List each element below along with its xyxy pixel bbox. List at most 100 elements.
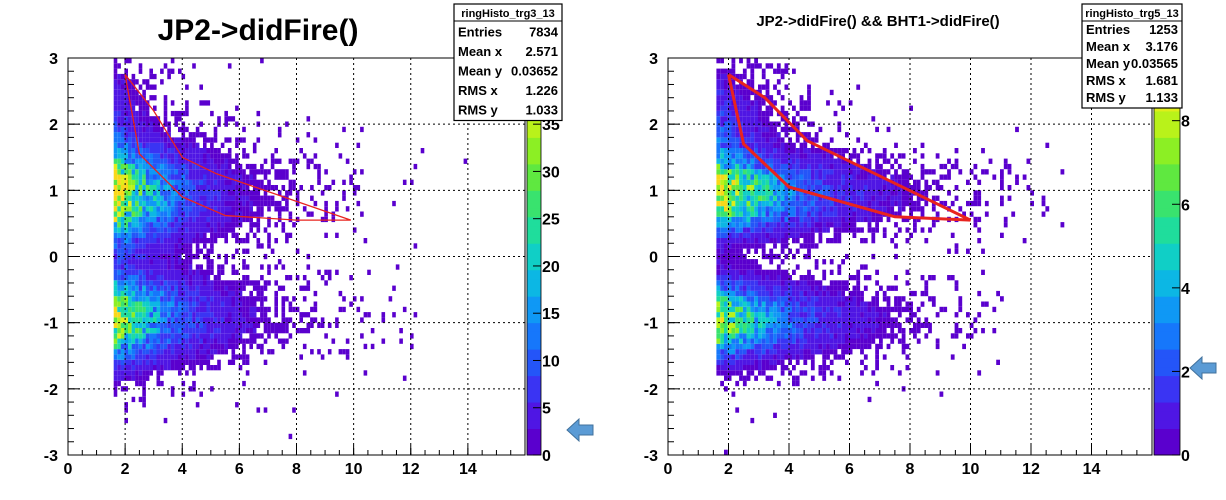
heatmap-cell — [181, 148, 186, 154]
heatmap-cell — [206, 169, 211, 175]
heatmap-cell — [746, 343, 751, 350]
heatmap-cell — [758, 333, 762, 339]
heatmap-cell — [203, 243, 207, 249]
heatmap-cell — [142, 195, 146, 201]
heatmap-cell — [780, 110, 785, 117]
heatmap-cell — [178, 142, 182, 148]
color-scale-step — [527, 402, 541, 412]
heatmap-cell — [773, 200, 777, 207]
heatmap-cell — [814, 148, 819, 154]
color-scale-step — [1154, 234, 1180, 244]
heatmap-cell — [163, 185, 168, 191]
heatmap-cell — [761, 328, 766, 334]
heatmap-cell — [754, 354, 758, 360]
heatmap-cell — [924, 190, 929, 196]
heatmap-cell — [181, 110, 186, 117]
heatmap-cell — [765, 211, 770, 217]
heatmap-cell — [113, 179, 118, 185]
heatmap-cell — [235, 301, 239, 307]
heatmap-cell — [153, 285, 157, 291]
y-tick-label: -1 — [44, 316, 58, 333]
heatmap-cell — [931, 222, 936, 228]
heatmap-cell — [1011, 211, 1016, 217]
heatmap-cell — [153, 317, 157, 323]
heatmap-cell — [277, 158, 282, 164]
heatmap-cell — [195, 153, 200, 159]
heatmap-cell — [124, 153, 128, 159]
heatmap-cell — [814, 137, 819, 143]
heatmap-cell — [131, 317, 136, 323]
heatmap-cell — [313, 306, 318, 313]
heatmap-cell — [867, 333, 872, 339]
heatmap-cell — [402, 179, 407, 185]
heatmap-cell — [727, 317, 732, 323]
heatmap-cell — [742, 137, 747, 143]
heatmap-cell — [135, 243, 139, 249]
heatmap-cell — [199, 275, 203, 281]
heatmap-cell — [833, 296, 838, 302]
heatmap-cell — [773, 322, 777, 328]
heatmap-cell — [780, 232, 785, 238]
heatmap-cell — [113, 232, 118, 238]
heatmap-cell — [739, 174, 743, 180]
heatmap-cell — [185, 148, 189, 154]
heatmap-cell — [829, 222, 834, 228]
heatmap-cell — [822, 222, 827, 228]
heatmap-cell — [170, 227, 175, 233]
heatmap-cell — [274, 333, 278, 339]
heatmap-cell — [799, 174, 804, 180]
heatmap-cell — [867, 322, 872, 328]
heatmap-cell — [901, 169, 906, 175]
heatmap-cell — [742, 222, 747, 228]
heatmap-cell — [356, 185, 361, 191]
heatmap-cell — [784, 142, 789, 148]
heatmap-cell — [249, 343, 253, 350]
heatmap-cell — [875, 349, 879, 355]
heatmap-cell — [220, 301, 225, 307]
heatmap-cell — [352, 227, 357, 233]
heatmap-cell — [897, 179, 902, 185]
heatmap-cell — [845, 359, 849, 365]
color-scale-step — [527, 437, 541, 447]
heatmap-cell — [206, 200, 211, 207]
heatmap-cell — [128, 296, 132, 302]
heatmap-cell — [135, 375, 139, 381]
heatmap-cell — [829, 359, 834, 365]
heatmap-cell — [882, 317, 887, 323]
heatmap-cell — [863, 343, 868, 350]
heatmap-cell — [761, 116, 766, 122]
heatmap-cell — [245, 200, 250, 207]
heatmap-cell — [210, 264, 214, 270]
heatmap-cell — [928, 296, 932, 302]
heatmap-cell — [335, 206, 339, 212]
heatmap-cell — [761, 179, 766, 185]
heatmap-cell — [750, 142, 755, 148]
heatmap-cell — [807, 105, 811, 111]
heatmap-cell — [156, 312, 161, 318]
heatmap-cell — [117, 232, 121, 238]
heatmap-cell — [138, 269, 143, 275]
heatmap-cell — [780, 280, 785, 286]
heatmap-cell — [149, 68, 153, 74]
heatmap-cell — [192, 333, 196, 339]
heatmap-cell — [818, 200, 823, 207]
heatmap-cell — [773, 338, 777, 344]
heatmap-cell — [167, 365, 171, 371]
heatmap-cell — [848, 216, 853, 223]
heatmap-cell — [128, 269, 132, 275]
heatmap-cell — [117, 63, 121, 69]
heatmap-cell — [128, 89, 132, 96]
heatmap-cell — [852, 195, 857, 201]
heatmap-cell — [131, 79, 136, 85]
heatmap-cell — [231, 328, 236, 334]
heatmap-cell — [181, 301, 186, 307]
heatmap-cell — [227, 306, 232, 313]
color-scale-step — [527, 305, 541, 315]
heatmap-cell — [142, 396, 146, 403]
heatmap-cell — [281, 227, 286, 233]
y-tick-label: 1 — [649, 183, 658, 200]
heatmap-cell — [235, 153, 239, 159]
heatmap-cell — [792, 333, 796, 339]
heatmap-cell — [185, 137, 189, 143]
heatmap-cell — [149, 301, 153, 307]
